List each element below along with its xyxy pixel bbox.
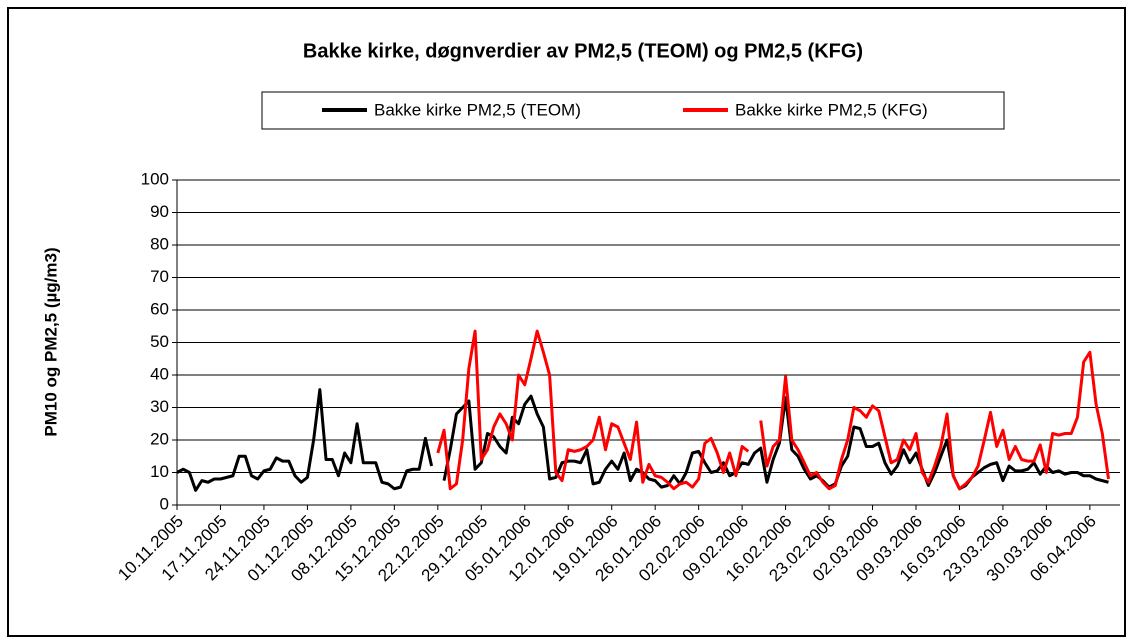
y-axis-label: PM10 og PM2,5 (µg/m3)	[41, 247, 60, 436]
y-tick-label: 70	[150, 267, 169, 286]
y-tick-label: 80	[150, 234, 169, 253]
y-tick-label: 60	[150, 299, 169, 318]
chart-title: Bakke kirke, døgnverdier av PM2,5 (TEOM)…	[303, 40, 863, 62]
y-tick-label: 40	[150, 364, 169, 383]
series-line	[436, 329, 1110, 491]
y-tick-label: 10	[150, 462, 169, 481]
y-tick-label: 0	[160, 494, 169, 513]
legend-box	[261, 91, 1005, 130]
legend-label: Bakke kirke PM2,5 (KFG)	[735, 100, 928, 119]
y-tick-label: 90	[150, 202, 169, 221]
y-tick-label: 20	[150, 429, 169, 448]
y-tick-label: 100	[141, 169, 169, 188]
series-line	[176, 388, 1109, 492]
y-tick-label: 50	[150, 332, 169, 351]
legend-label: Bakke kirke PM2,5 (TEOM)	[374, 100, 581, 119]
y-tick-label: 30	[150, 397, 169, 416]
